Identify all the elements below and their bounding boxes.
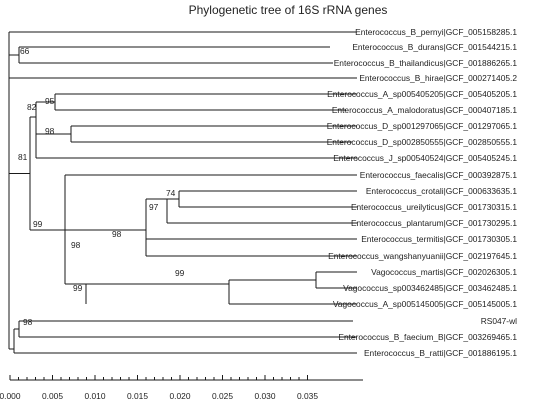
bootstrap-value: 99 — [33, 219, 43, 229]
leaf-label: Enterococcus_B_hirae|GCF_000271405.2 — [359, 73, 517, 83]
bootstrap-value: 98 — [45, 126, 55, 136]
bootstrap-value: 81 — [18, 152, 28, 162]
leaf-label: Enterococcus_B_ratti|GCF_001886195.1 — [364, 348, 517, 358]
leaf-label: Enterococcus_D_sp001297065|GCF_001297065… — [327, 121, 518, 131]
bootstrap-value: 66 — [20, 46, 30, 56]
leaf-label: Enterococcus_A_malodoratus|GCF_000407185… — [332, 105, 517, 115]
bootstrap-value: 97 — [149, 202, 159, 212]
bootstrap-value: 98 — [112, 229, 122, 239]
leaf-label: Enterococcus_plantarum|GCF_001730295.1 — [351, 218, 517, 228]
scale-tick-label: 0.030 — [255, 391, 276, 401]
scale-tick-label: 0.005 — [42, 391, 63, 401]
leaf-label: Enterococcus_ureilyticus|GCF_001730315.1 — [351, 202, 517, 212]
leaf-label: Enterococcus_wangshanyuanii|GCF_00219764… — [328, 251, 517, 261]
leaf-label: Enterococcus_J_sp00540524|GCF_005405245.… — [333, 153, 517, 163]
bootstrap-value: 98 — [23, 317, 33, 327]
scale-axis: 0.000 0.005 0.010 0.015 0.020 0.025 0.030 0.035 — [0, 375, 363, 401]
leaf-label: Enterococcus_faecalis|GCF_000392875.1 — [360, 170, 518, 180]
leaf-label: Enterococcus_D_sp002850555|GCF_002850555… — [327, 137, 518, 147]
leaf-label: RS047-wl — [481, 316, 517, 326]
scale-tick-label: 0.000 — [0, 391, 21, 401]
leaf-label: Enterococcus_B_durans|GCF_001544215.1 — [352, 42, 517, 52]
leaf-label: Enterococcus_crotali|GCF_000633635.1 — [366, 186, 517, 196]
leaf-label: Enterococcus_A_sp005405205|GCF_005405205… — [327, 89, 517, 99]
leaf-label: Enterococcus_B_pernyi|GCF_005158285.1 — [355, 27, 517, 37]
leaf-label: Enterococcus_termitis|GCF_001730305.1 — [361, 234, 517, 244]
bootstrap-value: 99 — [73, 283, 83, 293]
scale-tick-label: 0.010 — [85, 391, 106, 401]
leaf-label: Enterococcus_B_faecium_B|GCF_003269465.1 — [338, 332, 517, 342]
scale-tick-label: 0.020 — [170, 391, 191, 401]
leaf-label: Vagococcus_A_sp005145005|GCF_005145005.1 — [333, 299, 517, 309]
scale-tick-label: 0.035 — [297, 391, 318, 401]
bootstrap-value: 95 — [45, 96, 55, 106]
leaf-label: Enterococcus_B_thailandicus|GCF_00188626… — [334, 58, 518, 68]
scale-tick-label: 0.015 — [127, 391, 148, 401]
bootstrap-value: 99 — [175, 268, 185, 278]
bootstrap-labels: 66 82 95 98 81 99 74 97 98 98 99 99 98 — [18, 46, 185, 327]
bootstrap-value: 82 — [27, 102, 37, 112]
leaf-labels: Enterococcus_B_pernyi|GCF_005158285.1 Ent… — [327, 27, 518, 358]
tree-branches — [8, 31, 357, 354]
bootstrap-value: 74 — [166, 188, 176, 198]
figure-title: Phylogenetic tree of 16S rRNA genes — [189, 3, 388, 17]
scale-tick-label: 0.025 — [212, 391, 233, 401]
bootstrap-value: 98 — [71, 240, 81, 250]
leaf-label: Vagococcus_martis|GCF_002026305.1 — [371, 267, 517, 277]
leaf-label: Vagococcus_sp003462485|GCF_003462485.1 — [343, 283, 517, 293]
